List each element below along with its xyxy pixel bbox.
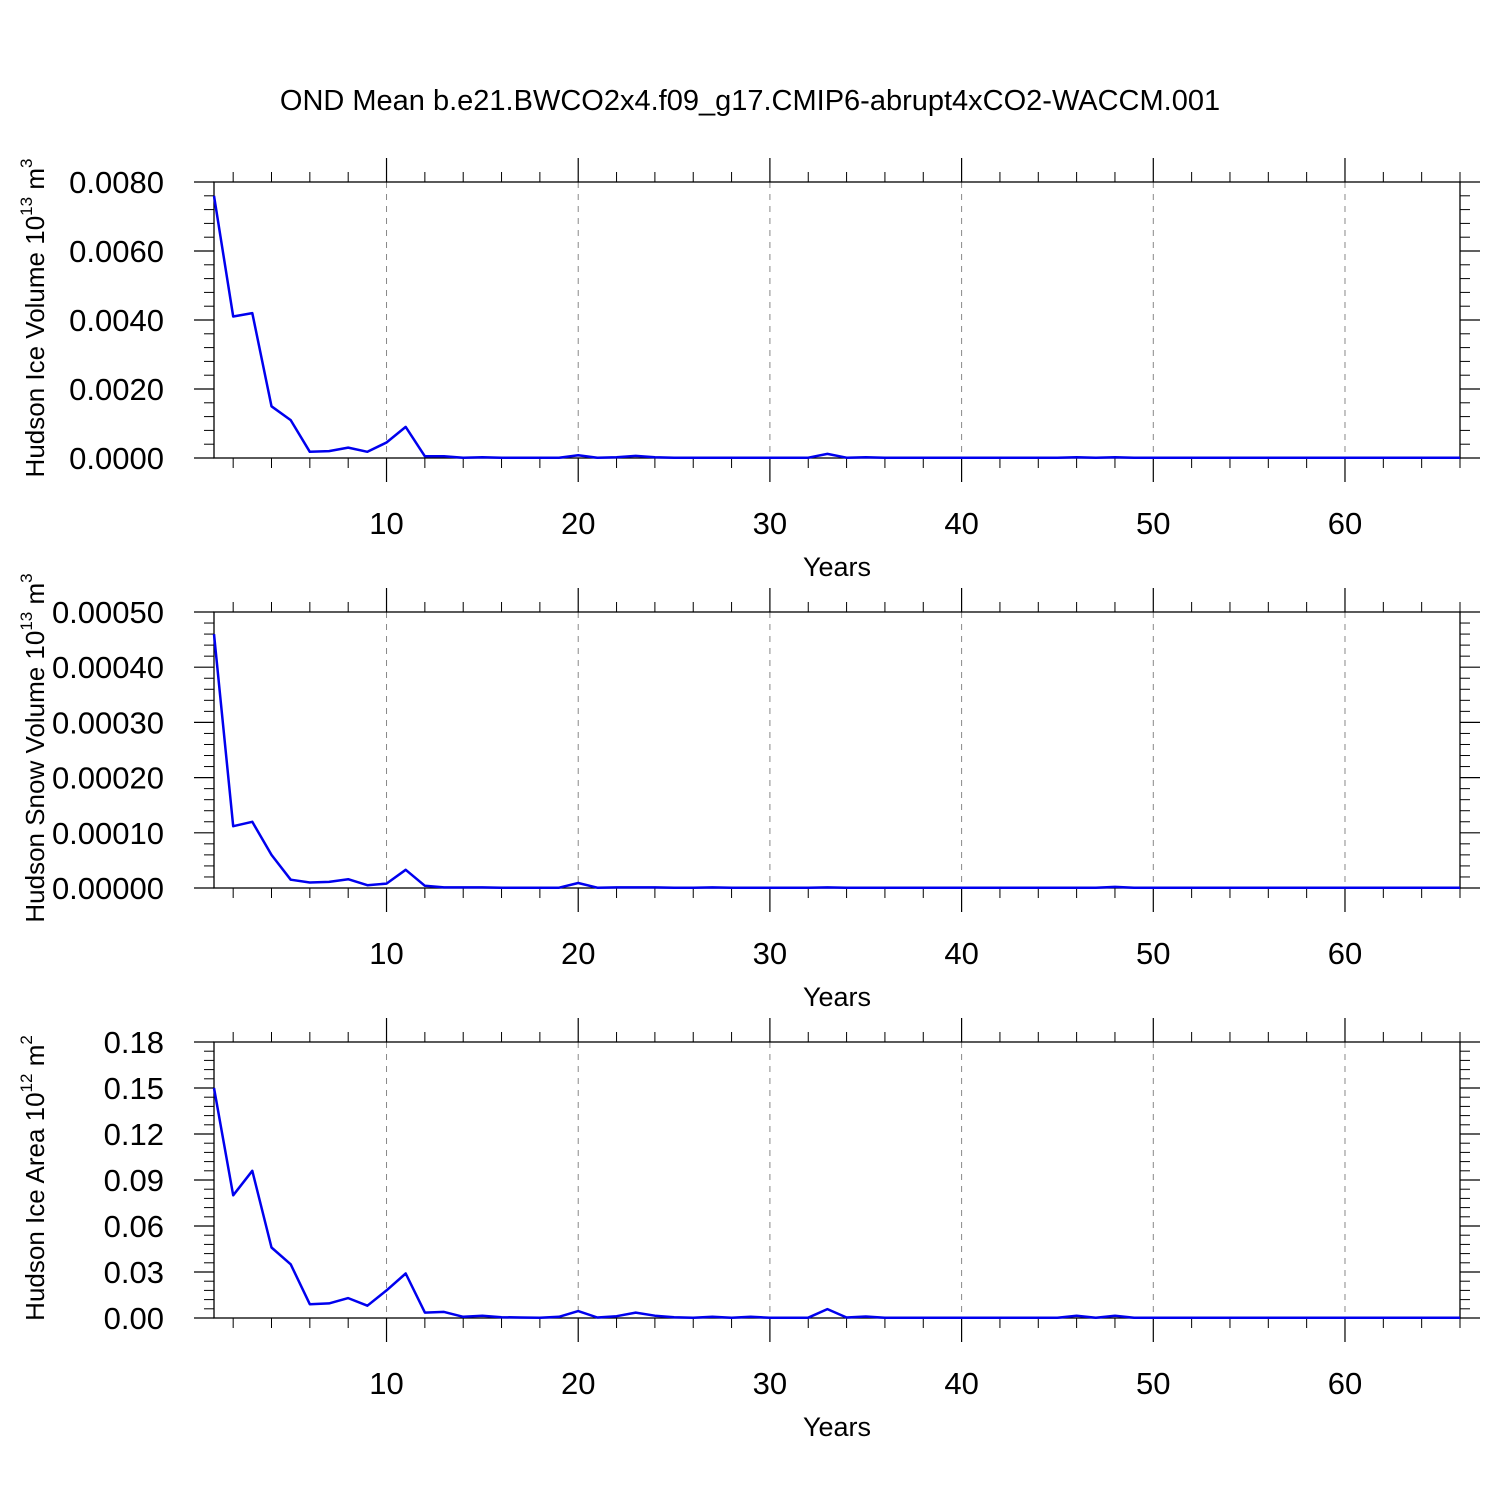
y-axis-label-unit: m — [20, 1045, 50, 1074]
y-tick-label: 0.03 — [104, 1255, 164, 1290]
panel-1: 10 20 30 40 50 60 0.0000 0.0020 0.0040 0.0060 0.00… — [17, 158, 1480, 582]
x-tick-label: 50 — [1136, 506, 1170, 541]
y-tick-label: 0.06 — [104, 1209, 164, 1244]
y-axis-label-unit-exponent: 2 — [17, 1035, 36, 1044]
y-axis-label-exponent: 13 — [17, 197, 36, 216]
x-tick-label: 50 — [1136, 1366, 1170, 1401]
series-line — [212, 633, 1460, 889]
x-tick-label: 60 — [1328, 1366, 1362, 1401]
y-tick-label: 0.0040 — [69, 303, 164, 338]
x-tick-label: 40 — [944, 506, 978, 541]
y-tick-label: 0.00010 — [52, 816, 164, 851]
x-axis-label: Years — [803, 982, 871, 1012]
x-axis-label: Years — [803, 552, 871, 582]
figure-title: OND Mean b.e21.BWCO2x4.f09_g17.CMIP6-abr… — [280, 85, 1220, 117]
y-axis-label-unit-exponent: 3 — [17, 573, 36, 582]
y-tick-label: 0.0060 — [69, 234, 164, 269]
plot-frame — [213, 181, 1461, 459]
y-tick-label: 0.00000 — [52, 871, 164, 906]
panel-2: 10 20 30 40 50 60 0.00000 0.00010 0.00020 0.00030… — [17, 573, 1480, 1012]
y-axis-label-unit: m — [20, 168, 50, 197]
y-axis-label-unit: m — [20, 583, 50, 612]
x-tick-label: 40 — [944, 936, 978, 971]
x-tick-label: 10 — [369, 936, 403, 971]
x-tick-label: 60 — [1328, 936, 1362, 971]
x-tick-label: 60 — [1328, 506, 1362, 541]
y-tick-label: 0.00030 — [52, 705, 164, 740]
x-tick-label: 20 — [561, 1366, 595, 1401]
y-axis-label-text: Hudson Ice Area 10 — [20, 1092, 50, 1320]
series-line — [212, 195, 1460, 459]
y-axis-label-text: Hudson Ice Volume 10 — [20, 216, 50, 478]
x-axis-label: Years — [803, 1412, 871, 1442]
y-axis-label-unit-exponent: 3 — [17, 159, 36, 168]
y-tick-label: 0.18 — [104, 1025, 164, 1060]
y-tick-label: 0.00040 — [52, 650, 164, 685]
y-tick-label: 0.09 — [104, 1163, 164, 1198]
y-axis-label: Hudson Snow Volume 1013 m3 — [17, 573, 50, 922]
y-axis-label-text: Hudson Snow Volume 10 — [20, 631, 50, 923]
plot-frame — [213, 1041, 1461, 1319]
y-axis-label: Hudson Ice Area 1012 m2 — [17, 1035, 50, 1321]
x-tick-label: 30 — [753, 1366, 787, 1401]
plot-frame — [213, 611, 1461, 889]
x-tick-label: 40 — [944, 1366, 978, 1401]
x-tick-label: 30 — [753, 506, 787, 541]
panels: 10 20 30 40 50 600.00000.00200.00400.00600.00… — [17, 158, 1480, 1442]
y-tick-label: 0.00020 — [52, 761, 164, 796]
x-tick-label: 10 — [369, 506, 403, 541]
y-tick-label: 0.0080 — [69, 165, 164, 200]
y-tick-label: 0.12 — [104, 1117, 164, 1152]
x-tick-label: 20 — [561, 936, 595, 971]
y-axis-label-exponent: 13 — [17, 612, 36, 631]
y-tick-label: 0.0020 — [69, 372, 164, 407]
y-tick-label: 0.0000 — [69, 441, 164, 476]
x-tick-label: 50 — [1136, 936, 1170, 971]
y-axis-label: Hudson Ice Volume 1013 m3 — [17, 159, 50, 478]
y-axis-label-exponent: 12 — [17, 1074, 36, 1093]
x-tick-label: 20 — [561, 506, 595, 541]
y-tick-label: 0.00050 — [52, 595, 164, 630]
panel-3: 10 20 30 40 50 60 0.00 0.03 0.06 0.09 0.12 0.15 0.18… — [17, 1018, 1480, 1442]
y-tick-label: 0.00 — [104, 1301, 164, 1336]
y-tick-label: 0.15 — [104, 1071, 164, 1106]
x-tick-label: 30 — [753, 936, 787, 971]
series-line — [212, 1087, 1460, 1319]
x-tick-label: 10 — [369, 1366, 403, 1401]
